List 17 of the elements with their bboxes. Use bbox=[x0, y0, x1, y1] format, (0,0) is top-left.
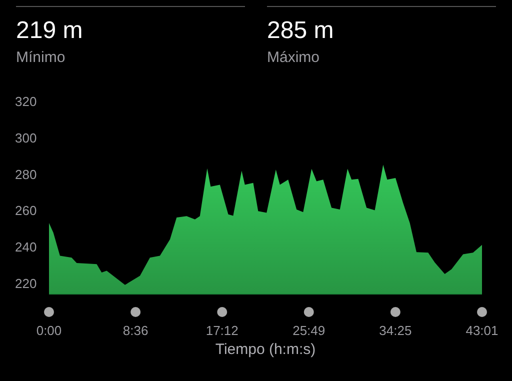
text: Máximo bbox=[267, 49, 321, 66]
x-axis-title: Tiempo (h:m:s) bbox=[215, 341, 316, 358]
x-tick-label: 17:12 bbox=[206, 323, 238, 338]
y-tick-label: 320 bbox=[15, 94, 37, 109]
y-tick-label: 220 bbox=[15, 276, 37, 292]
x-tick-label: 0:00 bbox=[36, 323, 62, 338]
x-tick-label: 34:25 bbox=[379, 323, 412, 338]
y-tick-label: 280 bbox=[15, 166, 37, 182]
text: Mínimo bbox=[16, 49, 66, 66]
y-tick-label: 260 bbox=[15, 203, 37, 218]
x-tick-label: 8:36 bbox=[122, 323, 148, 338]
text: 285 m bbox=[267, 17, 335, 45]
y-tick-label: 240 bbox=[15, 240, 37, 255]
text: 219 m bbox=[16, 17, 84, 45]
y-tick-label: 300 bbox=[15, 130, 37, 146]
x-tick-label: 25:49 bbox=[292, 323, 326, 338]
x-tick-label: 43:01 bbox=[466, 323, 498, 338]
